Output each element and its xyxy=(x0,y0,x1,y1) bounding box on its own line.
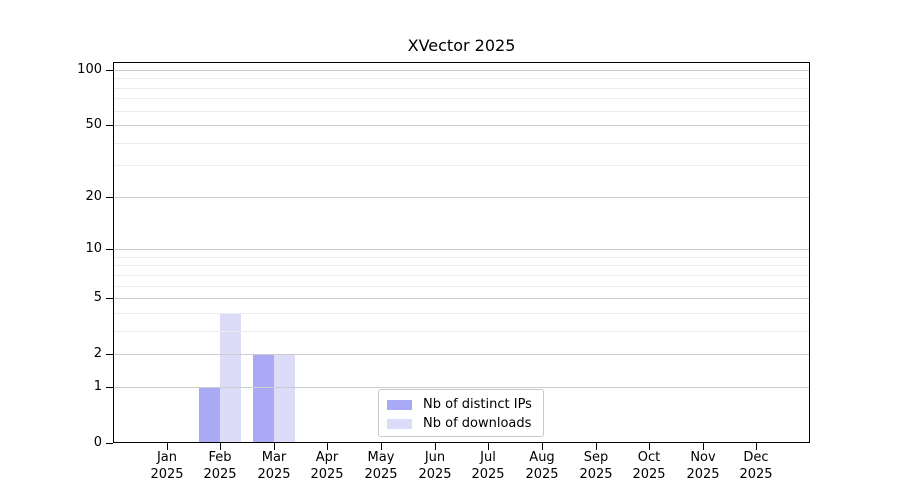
gridline-major xyxy=(114,387,809,388)
y-tick-mark xyxy=(106,70,113,71)
gridline-major xyxy=(114,197,809,198)
gridline-major xyxy=(114,70,809,71)
gridline-major xyxy=(114,125,809,126)
y-tick-label: 50 xyxy=(85,117,102,132)
y-tick-label: 20 xyxy=(85,189,102,204)
y-tick-mark xyxy=(106,249,113,250)
legend-swatch-distinct-ips-icon xyxy=(387,399,412,410)
x-tick-mark xyxy=(649,443,650,450)
chart-title: XVector 2025 xyxy=(407,36,516,55)
x-tick-label-jan: Jan 2025 xyxy=(150,450,184,482)
gridline-major xyxy=(114,354,809,355)
x-tick-label-aug: Aug 2025 xyxy=(525,450,559,482)
y-tick-mark xyxy=(106,387,113,388)
bar-nb-of-distinct-ips-feb xyxy=(199,386,221,442)
legend-label-distinct-ips: Nb of distinct IPs xyxy=(423,397,532,412)
y-tick-mark xyxy=(106,354,113,355)
gridline-major xyxy=(114,298,809,299)
gridline-minor xyxy=(114,265,809,266)
gridline-minor xyxy=(114,331,809,332)
x-tick-label-apr: Apr 2025 xyxy=(310,450,344,482)
x-tick-label-jul: Jul 2025 xyxy=(471,450,505,482)
gridline-minor xyxy=(114,257,809,258)
x-tick-mark xyxy=(596,443,597,450)
x-tick-mark xyxy=(327,443,328,450)
y-tick-label: 2 xyxy=(93,346,102,361)
y-tick-mark xyxy=(106,443,113,444)
gridline-minor xyxy=(114,78,809,79)
gridline-minor xyxy=(114,275,809,276)
x-tick-mark xyxy=(703,443,704,450)
gridline-minor xyxy=(114,98,809,99)
gridline-minor xyxy=(114,88,809,89)
x-tick-mark xyxy=(274,443,275,450)
x-tick-mark xyxy=(542,443,543,450)
gridline-minor xyxy=(114,313,809,314)
gridline-minor xyxy=(114,111,809,112)
gridline-minor xyxy=(114,165,809,166)
x-tick-mark xyxy=(167,443,168,450)
x-tick-mark xyxy=(381,443,382,450)
y-tick-label: 100 xyxy=(77,62,102,77)
y-tick-label: 5 xyxy=(93,290,102,305)
x-tick-mark xyxy=(220,443,221,450)
gridline-minor xyxy=(114,286,809,287)
x-tick-mark xyxy=(488,443,489,450)
y-tick-mark xyxy=(106,298,113,299)
gridline-major xyxy=(114,249,809,250)
legend-label-downloads: Nb of downloads xyxy=(423,416,532,431)
x-tick-label-feb: Feb 2025 xyxy=(203,450,237,482)
x-tick-label-nov: Nov 2025 xyxy=(686,450,720,482)
legend-swatch-downloads-icon xyxy=(387,418,412,429)
bar-nb-of-downloads-mar xyxy=(273,354,295,442)
plot-area xyxy=(113,62,810,443)
gridline-minor xyxy=(114,143,809,144)
x-tick-label-dec: Dec 2025 xyxy=(739,450,773,482)
x-tick-label-jun: Jun 2025 xyxy=(418,450,452,482)
legend-entry-downloads: Nb of downloads xyxy=(379,414,543,433)
bar-nb-of-downloads-feb xyxy=(220,312,242,442)
x-tick-label-oct: Oct 2025 xyxy=(632,450,666,482)
bar-nb-of-distinct-ips-mar xyxy=(252,354,274,442)
x-tick-label-mar: Mar 2025 xyxy=(257,450,291,482)
y-tick-label: 10 xyxy=(85,241,102,256)
y-tick-label: 1 xyxy=(93,379,102,394)
x-tick-mark xyxy=(435,443,436,450)
y-tick-mark xyxy=(106,197,113,198)
legend-entry-distinct-ips: Nb of distinct IPs xyxy=(379,395,543,414)
y-tick-mark xyxy=(106,125,113,126)
x-tick-label-may: May 2025 xyxy=(364,450,398,482)
legend: Nb of distinct IPs Nb of downloads xyxy=(378,389,544,437)
x-tick-mark xyxy=(756,443,757,450)
y-tick-label: 0 xyxy=(93,435,102,450)
x-tick-label-sep: Sep 2025 xyxy=(579,450,613,482)
